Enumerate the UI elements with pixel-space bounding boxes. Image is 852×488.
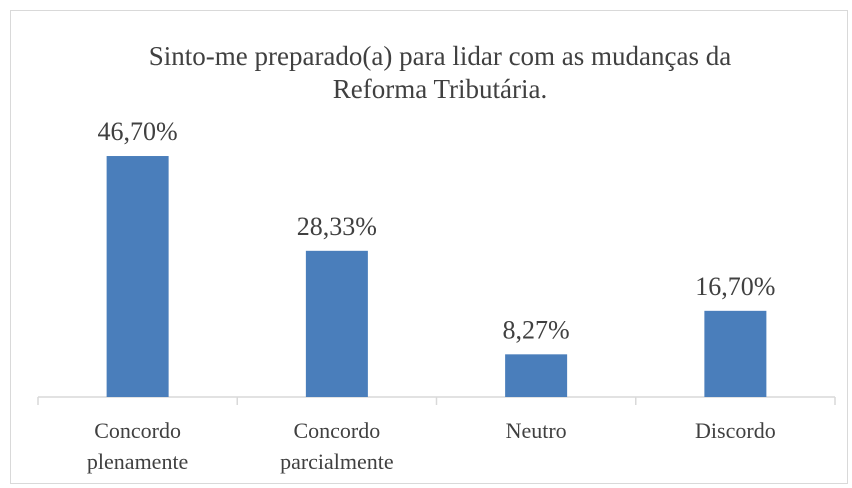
bar — [704, 310, 767, 397]
data-label: 46,70% — [98, 117, 178, 146]
x-tick-label: Discordo — [695, 418, 776, 443]
chart-frame — [10, 10, 848, 484]
x-tick-label: Concordo parcialmente — [280, 418, 394, 474]
chart-title: Sinto-me preparado(a) para lidar com as … — [148, 41, 732, 104]
data-label: 8,27% — [503, 315, 570, 344]
bar — [106, 156, 169, 397]
data-label: 16,70% — [695, 272, 775, 301]
bar — [505, 354, 568, 397]
data-label: 28,33% — [297, 212, 377, 241]
bar — [305, 250, 368, 397]
x-tick-label: Neutro — [505, 418, 567, 443]
x-tick-label: Concordo plenamente — [86, 418, 189, 474]
